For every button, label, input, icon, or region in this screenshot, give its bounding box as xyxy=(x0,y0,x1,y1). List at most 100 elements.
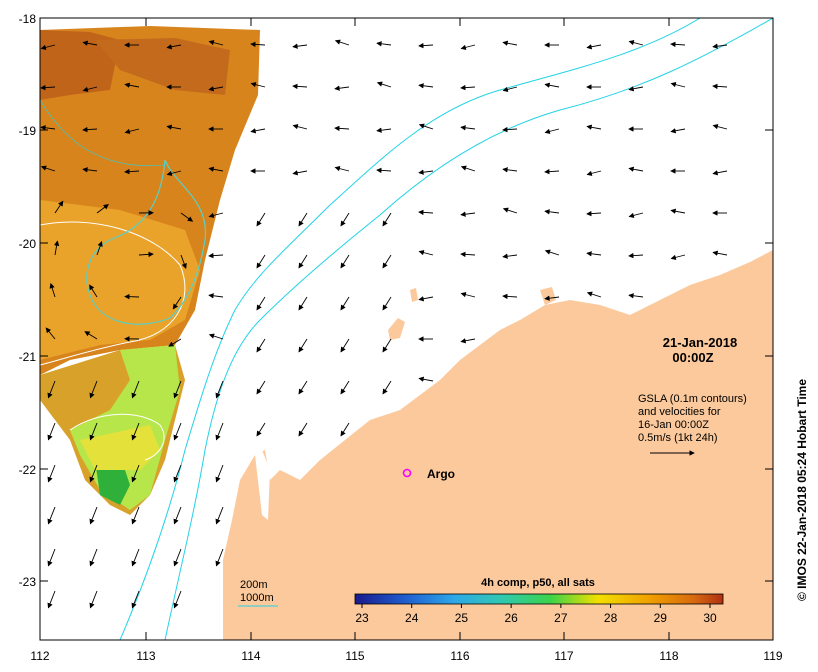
velocity-arrow xyxy=(298,212,308,227)
velocity-arrow xyxy=(544,168,560,175)
velocity-arrow xyxy=(124,82,140,88)
bathy-200m xyxy=(164,18,773,640)
velocity-arrow xyxy=(628,252,644,259)
velocity-arrow xyxy=(382,296,392,311)
velocity-arrow xyxy=(298,296,308,311)
bathy-contour-west xyxy=(40,99,166,167)
velocity-arrow xyxy=(96,240,103,256)
velocity-arrow xyxy=(418,376,434,382)
velocity-arrow xyxy=(670,41,686,48)
velocity-arrow xyxy=(418,296,434,302)
velocity-arrow xyxy=(628,40,644,46)
velocity-arrow xyxy=(89,422,98,441)
velocity-arrow xyxy=(586,124,602,130)
lon-axis: 112 113 114 115 116 117 118 119 xyxy=(30,18,783,663)
velocity-arrow xyxy=(138,251,154,258)
velocity-arrow xyxy=(131,506,140,525)
velocity-arrow xyxy=(418,83,434,89)
velocity-arrow xyxy=(292,43,308,49)
velocity-arrow xyxy=(208,252,224,259)
velocity-arrow xyxy=(628,212,644,218)
velocity-arrow xyxy=(418,250,434,256)
velocity-arrow xyxy=(298,254,308,269)
gsla-legend-line: and velocities for xyxy=(638,406,721,418)
velocity-arrow xyxy=(96,204,109,214)
lon-label: 115 xyxy=(345,649,364,663)
colorbar xyxy=(354,593,724,605)
velocity-arrow xyxy=(256,380,266,395)
velocity-arrow xyxy=(173,380,182,399)
velocity-arrow xyxy=(544,209,560,215)
velocity-arrow xyxy=(89,380,98,399)
velocity-arrow xyxy=(208,333,224,340)
argo-marker xyxy=(402,468,412,478)
velocity-arrow xyxy=(298,338,308,353)
velocity-arrow xyxy=(418,42,434,49)
velocity-arrow xyxy=(460,84,476,91)
velocity-arrow xyxy=(47,590,56,609)
lon-label: 112 xyxy=(30,649,49,663)
lon-label: 119 xyxy=(763,649,782,663)
velocity-arrow xyxy=(45,327,56,340)
velocity-arrow xyxy=(208,40,224,46)
velocity-arrow xyxy=(460,251,476,258)
velocity-arrow xyxy=(340,338,350,353)
velocity-arrow xyxy=(173,422,182,441)
velocity-arrow xyxy=(502,167,518,173)
sst-yellow-patch xyxy=(80,425,160,470)
map-date: 21-Jan-2018 xyxy=(663,335,737,350)
velocity-arrow xyxy=(89,590,98,609)
velocity-arrow xyxy=(376,167,392,174)
velocity-arrow xyxy=(84,331,98,340)
land-mainland xyxy=(223,250,773,640)
velocity-arrow xyxy=(168,338,182,347)
velocity-arrow xyxy=(215,464,224,483)
velocity-arrow xyxy=(712,43,728,49)
velocity-arrow xyxy=(82,40,98,46)
velocity-arrow xyxy=(544,82,560,88)
velocity-arrow xyxy=(334,85,350,91)
velocity-arrow xyxy=(53,240,60,256)
velocity-arrow xyxy=(460,165,476,172)
eddy-contour xyxy=(86,159,207,325)
velocity-arrow xyxy=(418,169,434,175)
velocity-arrow xyxy=(298,422,308,437)
lon-label: 114 xyxy=(241,649,260,663)
velocity-arrow xyxy=(502,253,518,259)
velocity-arrow xyxy=(256,212,266,227)
velocity-arrow xyxy=(40,165,56,172)
velocity-arrow xyxy=(166,124,182,130)
plot-frame xyxy=(39,17,774,641)
velocity-arrow xyxy=(586,291,602,298)
colorbar-tick-label: 29 xyxy=(654,611,668,625)
velocity-arrow xyxy=(40,44,56,50)
velocity-arrow xyxy=(628,86,644,92)
velocity-arrow xyxy=(712,170,728,176)
velocity-arrow xyxy=(628,166,644,172)
velocity-arrow xyxy=(544,249,560,256)
velocity-arrow xyxy=(173,464,182,483)
velocity-arrow xyxy=(82,126,98,133)
gsla-contour xyxy=(69,413,165,461)
exmouth-gulf xyxy=(255,450,270,520)
velocity-arrow xyxy=(250,41,266,48)
lon-label: 116 xyxy=(450,649,469,663)
velocity-arrow xyxy=(382,254,392,269)
velocity-arrow xyxy=(460,125,476,131)
velocity-arrow xyxy=(166,170,182,176)
velocity-arrow xyxy=(124,293,140,300)
velocity-arrow xyxy=(670,208,686,214)
velocity-arrow xyxy=(460,44,476,50)
velocity-arrow xyxy=(173,590,182,609)
velocity-arrow xyxy=(460,292,476,298)
lat-label: -19 xyxy=(19,124,37,138)
velocity-arrow xyxy=(670,82,686,88)
velocity-arrow xyxy=(544,295,560,301)
velocity-arrow xyxy=(131,422,140,441)
map-time: 00:00Z xyxy=(672,350,713,365)
velocity-arrow xyxy=(89,506,98,525)
colorbar-tick-label: 26 xyxy=(504,611,518,625)
velocity-arrow xyxy=(502,293,518,300)
velocity-arrow xyxy=(334,39,350,46)
lat-axis: -18 -19 -20 -21 -22 -23 xyxy=(19,12,773,589)
